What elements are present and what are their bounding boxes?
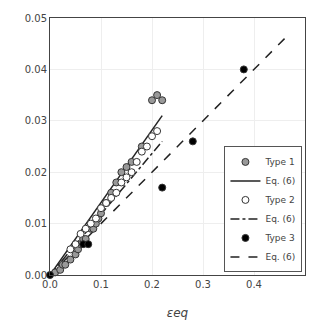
svg-text:0.05: 0.05 xyxy=(25,13,47,24)
svg-text:Eq. (6): Eq. (6) xyxy=(265,214,295,224)
svg-text:0.02: 0.02 xyxy=(25,167,47,178)
svg-text:0.03: 0.03 xyxy=(25,115,47,126)
svg-text:Eq. (6): Eq. (6) xyxy=(265,176,295,186)
svg-text:0.04: 0.04 xyxy=(25,64,47,75)
svg-text:0.4: 0.4 xyxy=(246,279,262,290)
svg-text:Type 1: Type 1 xyxy=(264,157,294,167)
svg-text:0.00: 0.00 xyxy=(25,270,47,281)
svg-text:0.3: 0.3 xyxy=(195,279,211,290)
svg-text:0.01: 0.01 xyxy=(25,218,47,229)
svg-text:0.0: 0.0 xyxy=(42,279,58,290)
svg-text:0.2: 0.2 xyxy=(144,279,160,290)
svg-text:0.1: 0.1 xyxy=(93,279,109,290)
svg-text:Eq. (6): Eq. (6) xyxy=(265,252,295,262)
svg-text:Type 3: Type 3 xyxy=(264,233,294,243)
svg-text:εeq: εeq xyxy=(167,306,189,320)
svg-text:Type 2: Type 2 xyxy=(264,195,294,205)
